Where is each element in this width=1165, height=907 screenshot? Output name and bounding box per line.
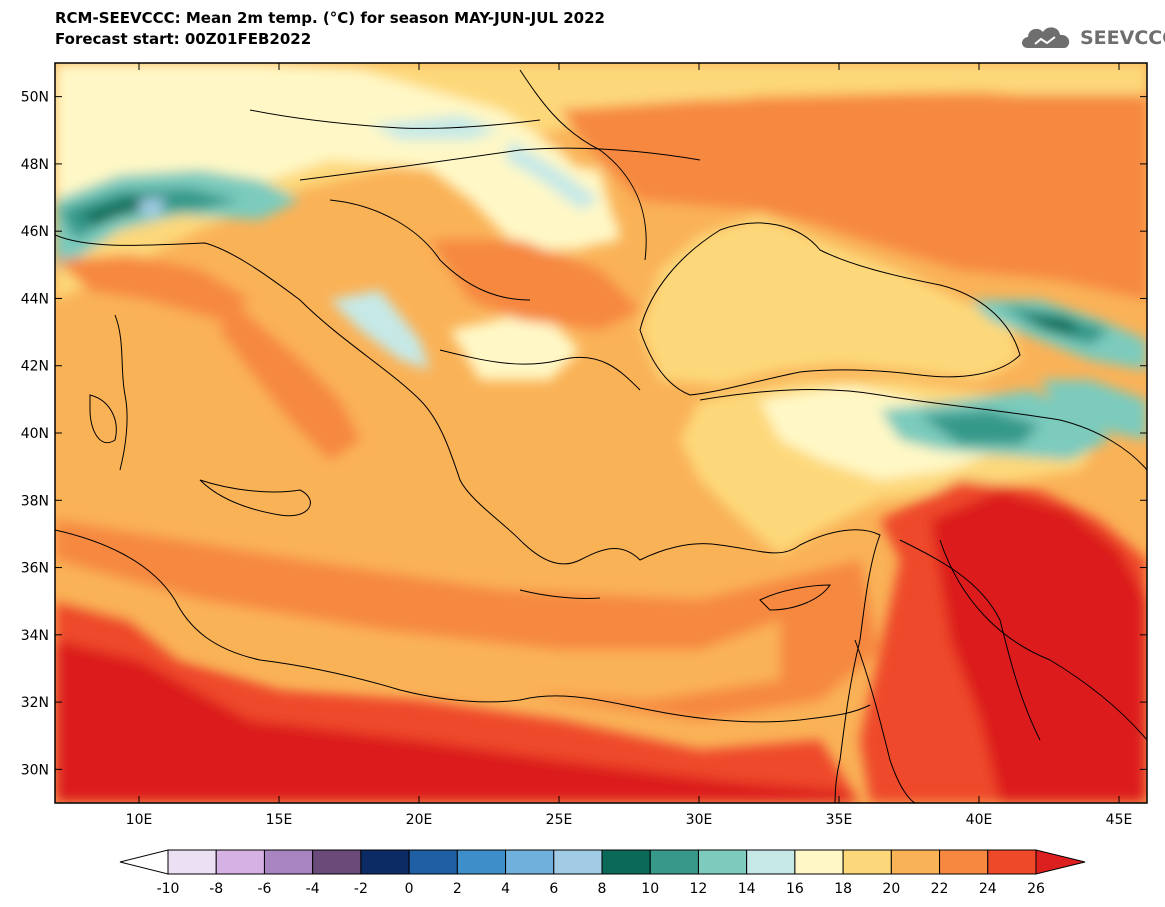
lon-tick-label: 20E: [406, 812, 433, 828]
logo-text: SEEVCCC: [1080, 27, 1165, 49]
temperature-field: [55, 63, 1147, 803]
colorbar-box: [505, 849, 555, 875]
cloud-icon: [1022, 27, 1070, 48]
colorbar-label: 22: [931, 881, 949, 897]
colorbar-box: [649, 849, 699, 875]
lat-tick-label: 42N: [21, 359, 49, 375]
colorbar-box: [456, 849, 507, 875]
lon-tick-label: 40E: [966, 812, 993, 828]
lat-tick-label: 36N: [21, 561, 49, 577]
colorbar-box: [312, 849, 362, 875]
lon-tick-label: 45E: [1106, 812, 1133, 828]
lat-tick-label: 30N: [21, 762, 49, 778]
colorbar-label: 24: [979, 881, 997, 897]
colorbar-label: 26: [1027, 881, 1045, 897]
colorbar-box: [167, 849, 217, 875]
colorbar-label: 4: [501, 881, 510, 897]
lon-tick-label: 15E: [266, 812, 293, 828]
colorbar-label: 8: [598, 881, 607, 897]
lon-tick-label: 35E: [826, 812, 853, 828]
colorbar-box: [697, 849, 748, 875]
colorbar-label: 16: [786, 881, 804, 897]
seevccc-logo: SEEVCCC: [1018, 22, 1165, 54]
colorbar-box: [746, 849, 796, 875]
colorbar-box: [553, 849, 603, 875]
colorbar-box: [794, 849, 844, 875]
lat-tick-label: 40N: [21, 426, 49, 442]
colorbar-label: 14: [738, 881, 756, 897]
colorbar-box: [263, 849, 314, 875]
lat-tick-label: 34N: [21, 628, 49, 644]
latitude-axis: 50N 48N 46N 44N 42N 40N 38N 36N 34N 32N 30N: [21, 90, 1147, 778]
colorbar-label: 6: [549, 881, 558, 897]
colorbar-label: 10: [641, 881, 659, 897]
title-line-2: Forecast start: 00Z01FEB2022: [55, 30, 312, 48]
colorbar-box: [215, 849, 265, 875]
coastlines: [55, 69, 1147, 803]
lat-tick-label: 32N: [21, 695, 49, 711]
colorbar-label: 18: [834, 881, 852, 897]
colorbar-box: [890, 849, 941, 875]
colorbar-label: 20: [882, 881, 900, 897]
lat-tick-label: 46N: [21, 224, 49, 240]
lat-tick-label: 38N: [21, 493, 49, 509]
colorbar-label: -6: [257, 881, 271, 897]
lat-tick-label: 50N: [21, 90, 49, 106]
colorbar-box: [408, 849, 458, 875]
lat-tick-label: 48N: [21, 157, 49, 173]
lon-tick-label: 30E: [686, 812, 713, 828]
lat-tick-label: 44N: [21, 291, 49, 307]
colorbar-box: [939, 849, 989, 875]
colorbar-label: -10: [157, 881, 180, 897]
colorbar: -10 -8 -6 -4 -2 0 2 4 6 8 10 12 14 16 18 20 22 24 26: [119, 849, 1086, 897]
colorbar-low-triangle: [119, 849, 169, 875]
colorbar-label: -8: [209, 881, 223, 897]
colorbar-label: 12: [690, 881, 708, 897]
colorbar-box: [987, 849, 1037, 875]
title-line-1: RCM-SEEVCCC: Mean 2m temp. (°C) for seas…: [55, 9, 605, 27]
colorbar-label: -2: [354, 881, 368, 897]
lon-tick-label: 25E: [546, 812, 573, 828]
colorbar-label: 0: [405, 881, 414, 897]
colorbar-box: [842, 849, 892, 875]
colorbar-box: [360, 849, 410, 875]
lon-tick-label: 10E: [126, 812, 153, 828]
colorbar-high-triangle: [1035, 849, 1086, 875]
colorbar-label: -4: [306, 881, 320, 897]
map-title: RCM-SEEVCCC: Mean 2m temp. (°C) for seas…: [55, 8, 605, 50]
colorbar-label: 2: [453, 881, 462, 897]
longitude-axis: 10E 15E 20E 25E 30E 35E 40E 45E: [126, 63, 1133, 828]
colorbar-box: [601, 849, 651, 875]
